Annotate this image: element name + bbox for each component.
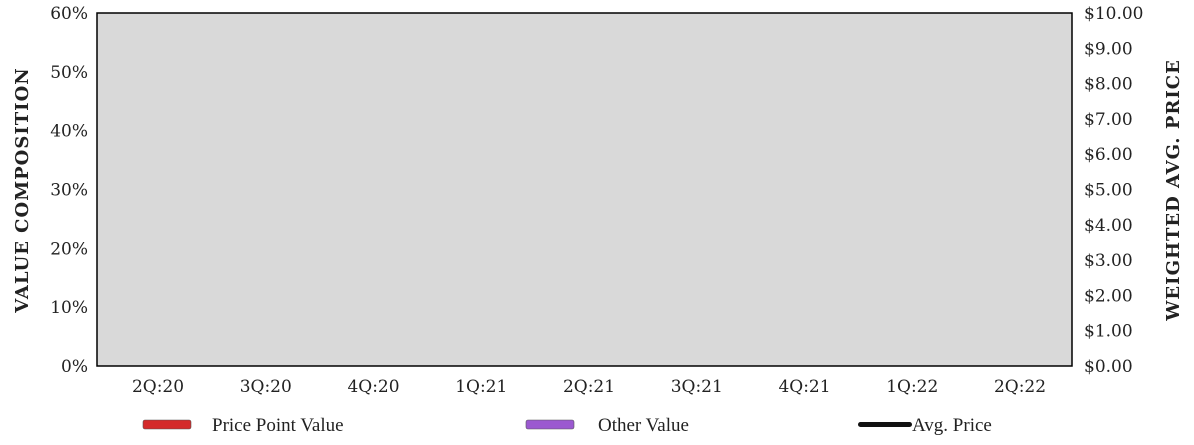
legend-label: Avg. Price <box>912 415 992 436</box>
y2-tick-label: $0.00 <box>1084 357 1133 377</box>
x-tick-label: 4Q:20 <box>347 377 399 397</box>
x-tick-label: 4Q:21 <box>778 377 830 397</box>
x-tick-label: 2Q:22 <box>994 377 1046 397</box>
x-tick-label: 3Q:20 <box>240 377 292 397</box>
legend: Price Point Value Other Value Avg. Price <box>142 415 992 436</box>
y2-axis-ticks: $0.00 $1.00 $2.00 $3.00 $4.00 $5.00 $6.00 $7.00… <box>1084 4 1143 377</box>
y-tick-label: 20% <box>50 239 88 259</box>
legend-label: Price Point Value <box>212 415 344 436</box>
legend-swatch <box>858 422 912 427</box>
y2-tick-label: $10.00 <box>1084 4 1143 24</box>
y2-tick-label: $5.00 <box>1084 181 1133 201</box>
y-tick-label: 50% <box>50 63 88 83</box>
y-tick-label: 40% <box>50 122 88 142</box>
y2-tick-label: $2.00 <box>1084 286 1133 306</box>
legend-swatch <box>525 419 575 430</box>
legend-label: Other Value <box>598 415 689 436</box>
plot-area <box>96 12 1073 367</box>
x-tick-label: 2Q:20 <box>132 377 184 397</box>
y2-tick-label: $3.00 <box>1084 251 1133 271</box>
y-axis-ticks: 0% 10% 20% 30% 40% 50% 60% <box>50 4 88 377</box>
y2-tick-label: $6.00 <box>1084 145 1133 165</box>
x-tick-label: 1Q:22 <box>886 377 938 397</box>
y2-tick-label: $8.00 <box>1084 75 1133 95</box>
y-tick-label: 60% <box>50 4 88 24</box>
legend-swatch <box>142 419 192 430</box>
x-tick-label: 1Q:21 <box>455 377 507 397</box>
y2-tick-label: $1.00 <box>1084 322 1133 342</box>
y2-axis-title: WEIGHTED AVG. PRICE <box>1163 59 1184 322</box>
y2-tick-label: $7.00 <box>1084 110 1133 130</box>
y-axis-title: VALUE COMPOSITION <box>12 67 33 313</box>
y2-tick-label: $4.00 <box>1084 216 1133 236</box>
x-axis-ticks: 2Q:20 3Q:20 4Q:20 1Q:21 2Q:21 3Q:21 4Q:21 1Q:22… <box>132 377 1046 397</box>
x-tick-label: 3Q:21 <box>671 377 723 397</box>
x-tick-label: 2Q:21 <box>563 377 615 397</box>
y-tick-label: 0% <box>61 357 88 377</box>
y-tick-label: 30% <box>50 181 88 201</box>
y-tick-label: 10% <box>50 298 88 318</box>
y2-tick-label: $9.00 <box>1084 39 1133 59</box>
